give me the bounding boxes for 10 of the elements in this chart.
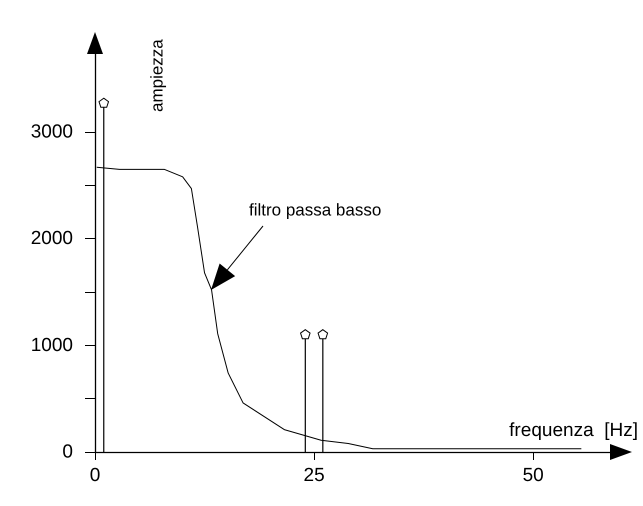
y-tick-label: 1000 xyxy=(30,334,73,356)
x-tick-label: 0 xyxy=(90,465,100,486)
y-tick-label: 3000 xyxy=(30,122,73,142)
annotation: filtro passa basso xyxy=(249,200,382,220)
y-axis-title: ampiezza xyxy=(148,38,166,112)
x-tick-label: 25 xyxy=(303,465,325,486)
x-axis-title: frequenza [Hz] xyxy=(509,420,638,441)
y-tick-label: 2000 xyxy=(30,228,73,250)
x-tick-label: 50 xyxy=(522,465,544,486)
y-tick-label: 0 xyxy=(62,442,73,462)
